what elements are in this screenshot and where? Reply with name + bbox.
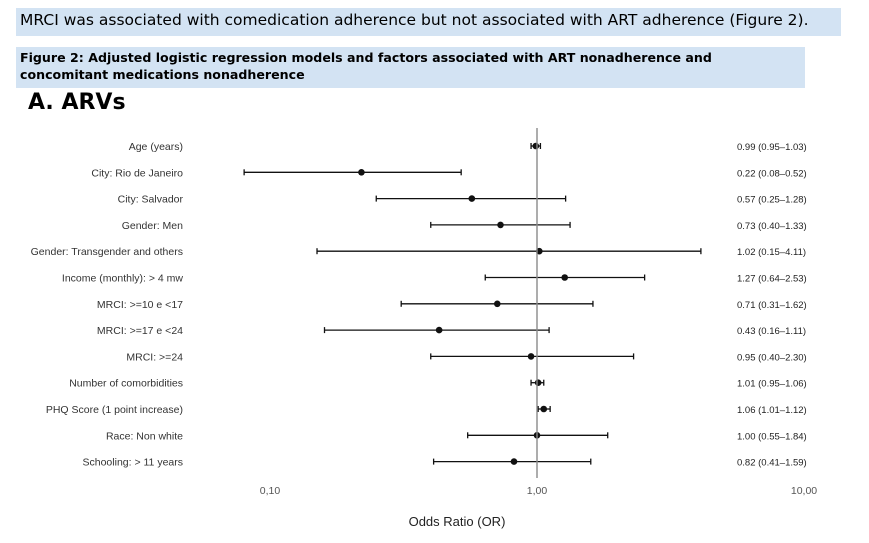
or-point xyxy=(510,458,518,465)
row-label: MRCI: >=24 xyxy=(126,351,183,363)
row-label: Income (monthly): > 4 mw xyxy=(62,273,183,285)
row-label: MRCI: >=10 e <17 xyxy=(97,299,183,311)
row-label: City: Salvador xyxy=(118,194,184,206)
row-label: PHQ Score (1 point increase) xyxy=(46,404,183,416)
forest-row: MRCI: >=10 e <17 0.71 (0.31–1.62) xyxy=(97,299,807,311)
or-point xyxy=(527,353,535,360)
forest-row: Schooling: > 11 years 0.82 (0.41–1.59) xyxy=(83,457,807,469)
or-value: 1.02 (0.15–4.11) xyxy=(737,247,806,258)
forest-row: City: Salvador 0.57 (0.25–1.28) xyxy=(118,194,807,206)
x-tick-label: 1,00 xyxy=(527,485,548,497)
or-value: 0.73 (0.40–1.33) xyxy=(737,221,807,232)
forest-row: MRCI: >=24 0.95 (0.40–2.30) xyxy=(126,351,806,363)
or-value: 1.06 (1.01–1.12) xyxy=(737,405,807,416)
or-value: 0.71 (0.31–1.62) xyxy=(737,300,807,311)
x-axis: 0,10 1,00 10,00 Odds Ratio (OR) xyxy=(260,128,817,529)
row-label: Gender: Men xyxy=(122,220,183,232)
row-label: Race: Non white xyxy=(106,430,183,442)
or-point xyxy=(561,274,569,281)
or-value: 1.27 (0.64–2.53) xyxy=(737,274,807,285)
or-point xyxy=(435,326,443,334)
or-point xyxy=(358,169,365,176)
or-value: 0.95 (0.40–2.30) xyxy=(737,352,807,363)
forest-row: City: Rio de Janeiro 0.22 (0.08–0.52) xyxy=(91,167,806,179)
forest-row: Income (monthly): > 4 mw 1.27 (0.64–2.53) xyxy=(62,273,807,285)
row-label: Age (years) xyxy=(129,141,183,153)
or-point xyxy=(532,142,540,150)
forest-rows: Age (years) 0.99 (0.95–1.03) City: Rio de … xyxy=(31,141,807,469)
figure-title: Figure 2: Adjusted logistic regression m… xyxy=(16,47,805,88)
or-value: 0.22 (0.08–0.52) xyxy=(737,168,807,179)
or-point xyxy=(540,405,548,413)
forest-row: Gender: Transgender and others 1.02 (0.15… xyxy=(31,246,806,258)
forest-row: Age (years) 0.99 (0.95–1.03) xyxy=(129,141,807,153)
forest-row: MRCI: >=17 e <24 0.43 (0.16–1.11) xyxy=(97,325,806,337)
x-tick-label: 10,00 xyxy=(791,485,817,497)
forest-row: Gender: Men 0.73 (0.40–1.33) xyxy=(122,220,807,232)
panel-title: A. ARVs xyxy=(28,90,126,115)
or-value: 1.00 (0.55–1.84) xyxy=(737,431,807,442)
or-value: 0.43 (0.16–1.11) xyxy=(737,326,806,337)
x-axis-label: Odds Ratio (OR) xyxy=(409,514,506,529)
row-label: Number of comorbidities xyxy=(69,378,183,390)
caption: MRCI was associated with comedication ad… xyxy=(16,8,841,36)
row-label: City: Rio de Janeiro xyxy=(91,167,183,179)
row-label: Gender: Transgender and others xyxy=(31,246,183,258)
row-label: Schooling: > 11 years xyxy=(83,457,184,469)
or-value: 0.99 (0.95–1.03) xyxy=(737,142,807,153)
x-tick-label: 0,10 xyxy=(260,485,281,497)
or-value: 0.57 (0.25–1.28) xyxy=(737,195,807,206)
row-label: MRCI: >=17 e <24 xyxy=(97,325,183,337)
forest-row: PHQ Score (1 point increase) 1.06 (1.01–1… xyxy=(46,404,807,416)
or-point xyxy=(493,300,501,308)
or-value: 0.82 (0.41–1.59) xyxy=(737,458,807,469)
or-point xyxy=(534,379,542,387)
or-value: 1.01 (0.95–1.06) xyxy=(737,379,807,390)
or-point xyxy=(497,221,504,229)
or-point xyxy=(468,195,476,202)
forest-row: Number of comorbidities 1.01 (0.95–1.06) xyxy=(69,378,807,390)
forest-row: Race: Non white 1.00 (0.55–1.84) xyxy=(106,430,807,442)
